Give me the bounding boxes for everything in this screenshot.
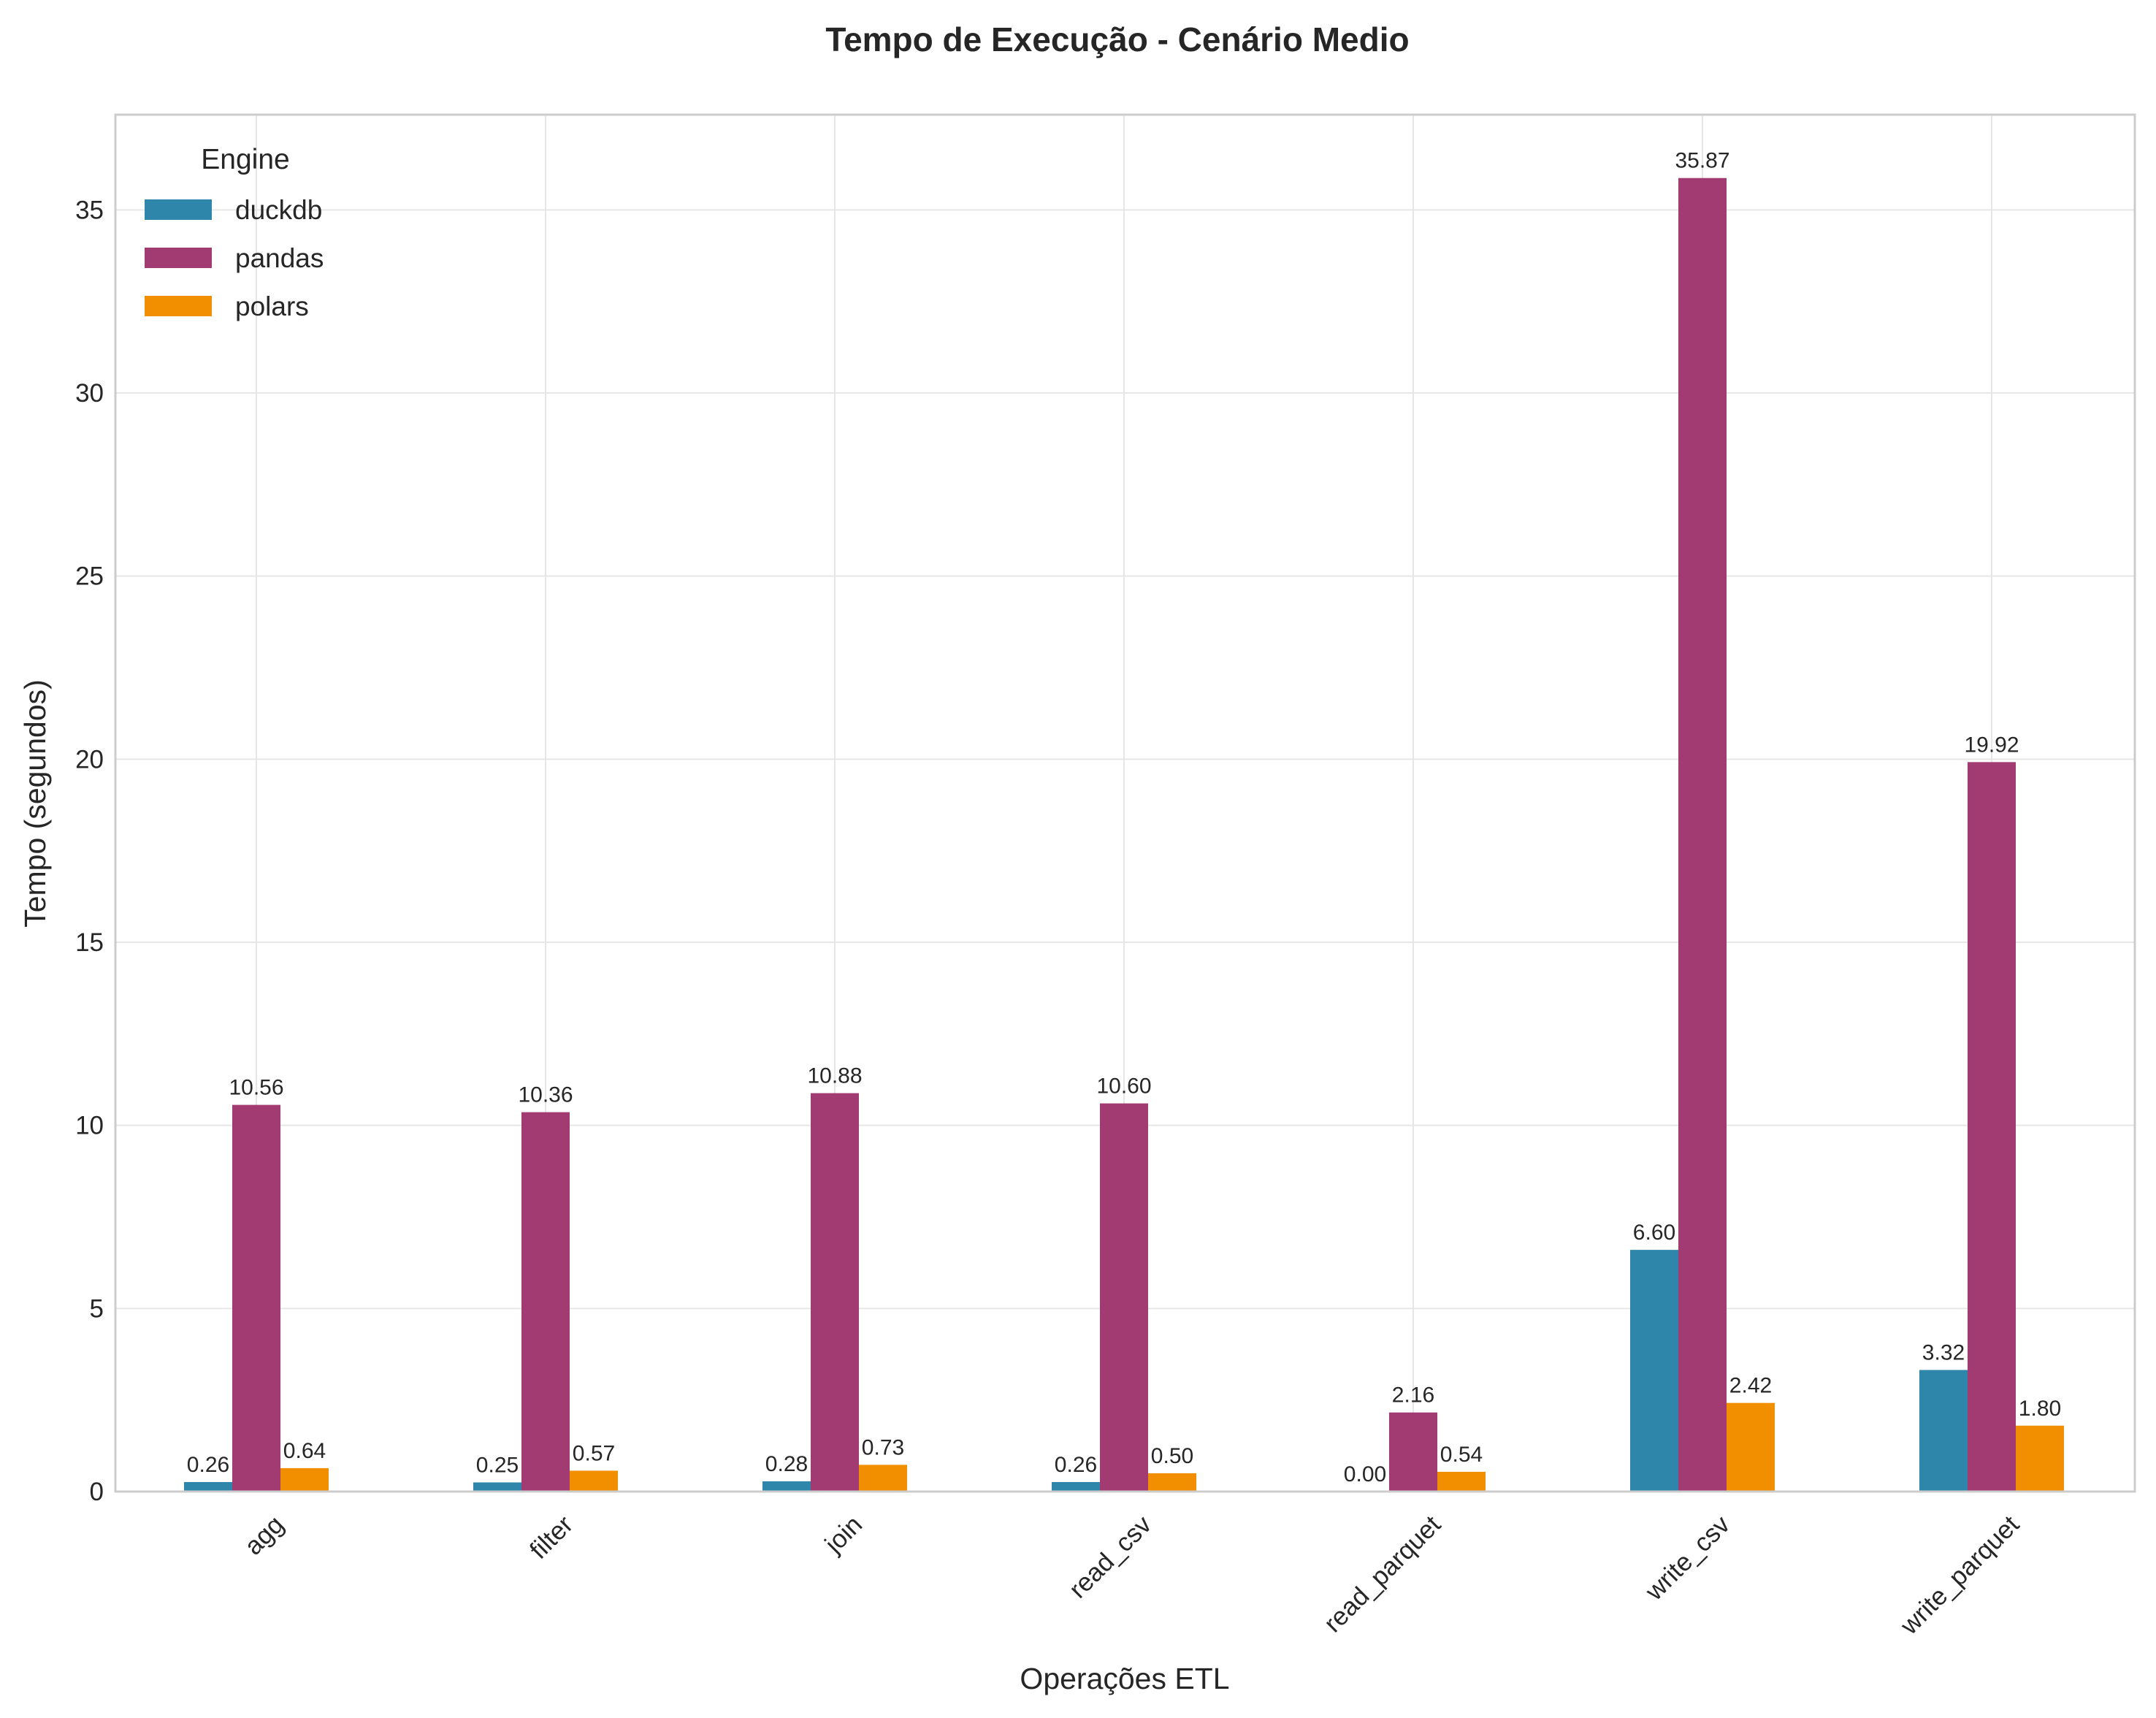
bar-polars — [859, 1465, 907, 1492]
data-label: 0.00 — [1344, 1462, 1386, 1486]
bar-polars — [280, 1467, 329, 1492]
legend-title: Engine — [201, 144, 289, 175]
data-label: 6.60 — [1633, 1221, 1675, 1245]
x-tick-label: agg — [239, 1511, 289, 1561]
data-label: 0.73 — [862, 1435, 904, 1459]
bar-pandas — [1100, 1103, 1148, 1492]
bar-duckdb — [473, 1482, 521, 1492]
data-label: 1.80 — [2019, 1397, 2061, 1421]
x-tick-label: join — [819, 1511, 868, 1559]
y-tick-label: 25 — [75, 562, 104, 591]
y-axis-label: Tempo (segundos) — [18, 679, 52, 928]
bar-pandas — [1389, 1412, 1437, 1492]
bar-pandas — [1968, 762, 2016, 1492]
bar-polars — [570, 1470, 618, 1492]
bar-pandas — [811, 1093, 859, 1492]
x-tick-label: write_parquet — [1895, 1510, 2025, 1640]
data-label: 0.26 — [1055, 1453, 1097, 1477]
bar-polars — [1727, 1402, 1775, 1492]
bar-duckdb — [1630, 1250, 1678, 1492]
chart-title: Tempo de Execução - Cenário Medio — [825, 20, 1409, 58]
data-label: 35.87 — [1675, 149, 1729, 173]
legend: Engine duckdb pandas polars — [145, 144, 324, 321]
data-label: 0.25 — [476, 1453, 519, 1477]
bar-polars — [2016, 1425, 2064, 1492]
data-label: 19.92 — [1964, 733, 2019, 757]
bar-duckdb — [762, 1481, 811, 1492]
x-tick-label: read_csv — [1063, 1510, 1157, 1603]
y-tick-label: 15 — [75, 928, 104, 957]
data-label: 0.50 — [1151, 1444, 1193, 1468]
y-tick-label: 5 — [90, 1294, 104, 1323]
data-label: 3.32 — [1922, 1341, 1965, 1365]
bar-pandas — [1678, 177, 1727, 1492]
bar-duckdb — [1052, 1481, 1100, 1492]
legend-swatch-polars — [145, 296, 212, 316]
data-label: 0.28 — [765, 1452, 808, 1476]
bar-polars — [1437, 1471, 1486, 1492]
y-tick-label: 10 — [75, 1112, 104, 1140]
y-tick-label: 0 — [90, 1478, 104, 1506]
data-label: 0.26 — [187, 1453, 229, 1477]
legend-label-duckdb: duckdb — [235, 195, 322, 225]
x-tick-label: filter — [524, 1510, 579, 1565]
x-axis-ticks: agg filter join read_csv read_parquet write_c… — [239, 1510, 2025, 1641]
y-tick-label: 30 — [75, 379, 104, 408]
legend-label-polars: polars — [235, 291, 309, 321]
y-tick-label: 20 — [75, 745, 104, 774]
bar-polars — [1148, 1473, 1196, 1492]
x-axis-label: Operações ETL — [1020, 1662, 1229, 1695]
bars — [184, 177, 2064, 1492]
data-label: 0.57 — [573, 1441, 615, 1465]
y-axis-ticks: 0 5 10 15 20 25 30 35 — [75, 196, 104, 1506]
plot-frame — [114, 113, 2136, 1493]
data-label: 2.42 — [1729, 1374, 1772, 1398]
data-label: 10.36 — [518, 1083, 573, 1107]
data-label: 10.56 — [229, 1076, 283, 1100]
bar-duckdb — [1919, 1370, 1968, 1492]
data-label: 10.60 — [1096, 1074, 1151, 1099]
data-label: 0.64 — [283, 1439, 326, 1463]
legend-swatch-pandas — [145, 248, 212, 268]
bar-pandas — [232, 1104, 280, 1492]
legend-label-pandas: pandas — [235, 243, 324, 273]
x-tick-label: write_csv — [1640, 1510, 1736, 1606]
x-tick-label: read_parquet — [1318, 1510, 1446, 1638]
data-label: 0.54 — [1440, 1443, 1483, 1467]
data-label: 10.88 — [807, 1064, 862, 1088]
legend-swatch-duckdb — [145, 199, 212, 220]
y-tick-label: 35 — [75, 196, 104, 224]
bar-pandas — [521, 1112, 570, 1492]
bar-duckdb — [184, 1481, 232, 1492]
data-labels: 0.26 0.25 0.28 0.26 0.00 6.60 3.32 10.56 10.36 10… — [187, 149, 2061, 1486]
data-label: 2.16 — [1392, 1383, 1434, 1408]
